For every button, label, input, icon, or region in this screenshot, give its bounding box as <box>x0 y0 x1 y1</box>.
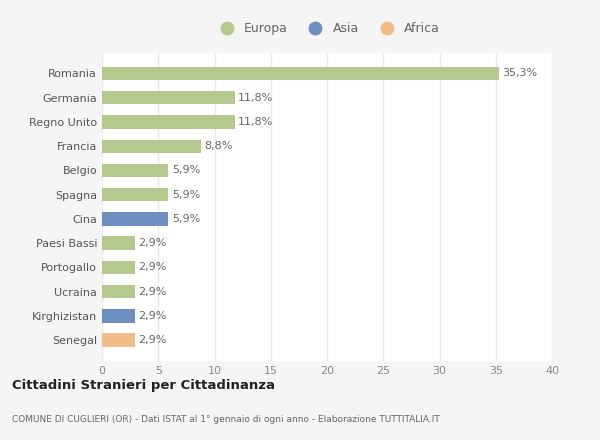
Text: 2,9%: 2,9% <box>138 262 166 272</box>
Text: 5,9%: 5,9% <box>172 190 200 200</box>
Bar <box>102 67 499 80</box>
Bar <box>102 164 169 177</box>
Bar <box>102 139 201 153</box>
Text: 8,8%: 8,8% <box>205 141 233 151</box>
Text: 2,9%: 2,9% <box>138 311 166 321</box>
Bar <box>102 285 134 298</box>
Bar <box>102 236 134 250</box>
Bar <box>102 261 134 274</box>
Text: 11,8%: 11,8% <box>238 117 274 127</box>
Bar <box>102 115 235 128</box>
Text: COMUNE DI CUGLIERI (OR) - Dati ISTAT al 1° gennaio di ogni anno - Elaborazione T: COMUNE DI CUGLIERI (OR) - Dati ISTAT al … <box>12 415 440 425</box>
Text: 11,8%: 11,8% <box>238 93 274 103</box>
Bar <box>102 334 134 347</box>
Legend: Europa, Asia, Africa: Europa, Asia, Africa <box>209 18 445 40</box>
Text: 35,3%: 35,3% <box>502 69 538 78</box>
Text: 5,9%: 5,9% <box>172 165 200 176</box>
Text: 5,9%: 5,9% <box>172 214 200 224</box>
Text: 2,9%: 2,9% <box>138 335 166 345</box>
Bar <box>102 309 134 323</box>
Text: Cittadini Stranieri per Cittadinanza: Cittadini Stranieri per Cittadinanza <box>12 379 275 392</box>
Bar <box>102 91 235 104</box>
Text: 2,9%: 2,9% <box>138 238 166 248</box>
Bar <box>102 188 169 202</box>
Text: 2,9%: 2,9% <box>138 286 166 297</box>
Bar <box>102 212 169 226</box>
